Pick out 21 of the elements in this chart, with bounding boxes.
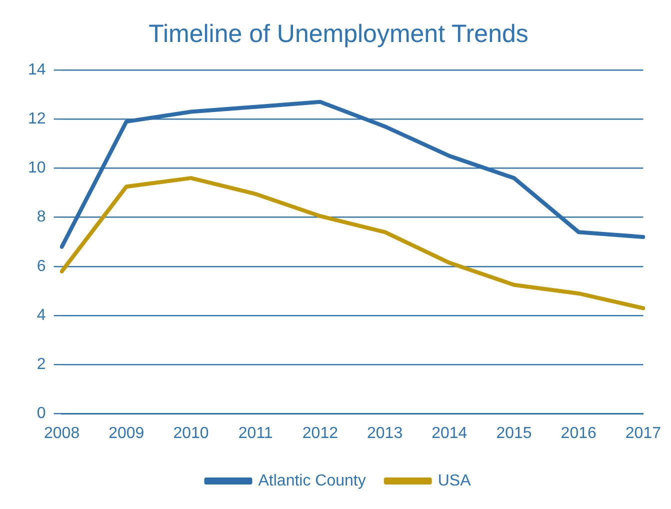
y-tick-label: 6 xyxy=(36,258,46,275)
x-tick-label: 2010 xyxy=(173,424,209,442)
x-tick-label: 2011 xyxy=(238,424,273,442)
legend-label: Atlantic County xyxy=(258,472,366,490)
legend-label: USA xyxy=(438,472,472,490)
y-tick-label: 14 xyxy=(28,61,46,78)
x-tick-label: 2015 xyxy=(496,424,532,442)
x-tick-label: 2012 xyxy=(302,424,338,442)
x-tick-label: 2016 xyxy=(560,424,596,442)
x-tick-label: 2009 xyxy=(108,424,144,442)
y-tick-label: 8 xyxy=(36,208,46,226)
y-tick-label: 10 xyxy=(28,160,46,177)
x-tick-label: 2013 xyxy=(367,424,403,442)
y-tick-label: 12 xyxy=(28,110,46,128)
y-tick-label: 2 xyxy=(36,356,46,374)
y-tick-label: 4 xyxy=(36,306,46,324)
chart-title: Timeline of Unemployment Trends xyxy=(148,20,528,48)
x-tick-label: 2008 xyxy=(44,424,80,442)
y-tick-label: 0 xyxy=(36,405,46,422)
x-tick-label: 2017 xyxy=(625,424,662,442)
x-tick-label: 2014 xyxy=(432,424,468,442)
